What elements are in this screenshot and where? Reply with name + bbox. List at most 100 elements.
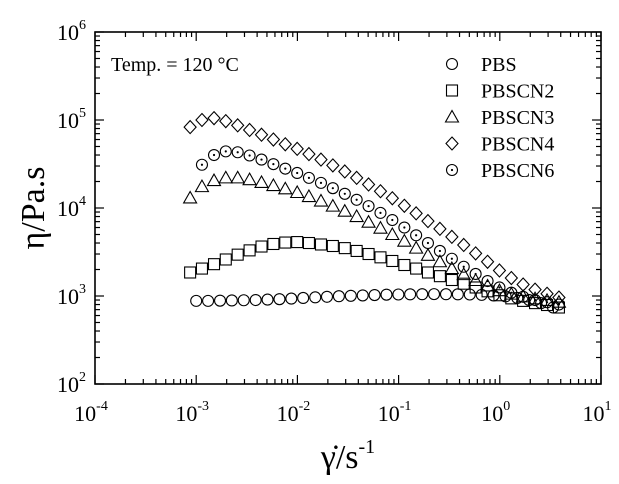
point-pbscn6-ring	[374, 206, 387, 219]
point-pbscn6-dot	[391, 218, 394, 222]
point-pbscn4	[516, 277, 530, 292]
point-pbscn2	[302, 236, 315, 250]
y-tick-base: 10	[57, 372, 79, 397]
point-pbscn4	[540, 286, 554, 302]
y-tick-label: 105	[57, 106, 86, 133]
point-pbs	[261, 293, 274, 306]
point-pbscn2	[279, 236, 292, 249]
point-pbscn6-ring	[350, 193, 363, 206]
y-tick-exponent: 5	[79, 106, 86, 121]
point-pbscn4	[242, 122, 257, 138]
point-pbscn6-dot	[248, 154, 251, 157]
legend-item-pbscn4: PBSCN4	[445, 134, 554, 156]
point-pbscn6-ring	[219, 145, 232, 158]
y-tick-label: 103	[57, 282, 86, 309]
point-pbscn6	[421, 236, 435, 250]
x-tick-base: 10	[481, 401, 503, 426]
point-pbs	[285, 292, 298, 305]
legend-marker-pbscn6-ring	[445, 163, 459, 177]
legend-marker-pbscn6-dot	[450, 168, 454, 172]
point-pbscn2	[457, 277, 470, 290]
legend-label-pbscn3: PBSCN3	[481, 107, 554, 129]
y-tick-exponent: 3	[79, 282, 86, 297]
point-pbscn6	[219, 145, 232, 158]
point-pbs	[237, 294, 250, 307]
point-pbs	[332, 290, 345, 303]
point-pbscn6-dot	[272, 163, 275, 166]
point-pbscn3	[313, 193, 329, 207]
point-pbscn2	[445, 273, 458, 287]
point-pbscn3	[539, 292, 555, 307]
point-pbscn6-dot	[224, 150, 227, 153]
legend-item-pbs: PBS	[445, 54, 517, 76]
temperature-annotation: Temp. = 120 °C	[111, 54, 239, 76]
point-pbscn6	[350, 193, 363, 206]
point-pbscn3	[384, 226, 400, 241]
point-pbscn6-ring	[255, 153, 268, 166]
point-pbscn3	[265, 177, 281, 192]
point-pbscn3	[277, 181, 293, 195]
point-pbscn2	[267, 237, 280, 251]
point-pbscn6-dot	[510, 291, 513, 294]
point-pbscn3	[551, 294, 567, 308]
point-pbscn4	[456, 237, 471, 253]
point-pbs	[273, 293, 286, 306]
series-pbscn4	[183, 110, 566, 305]
point-pbscn6	[398, 221, 411, 234]
point-pbscn6-ring	[386, 213, 399, 227]
point-pbscn6-ring	[279, 162, 292, 175]
point-pbscn6-dot	[403, 226, 406, 229]
point-pbscn6	[362, 200, 375, 213]
x-tick-labels: 10-4 10-3 10-2 10-1 100 101	[74, 399, 611, 426]
data-markers	[182, 110, 567, 314]
x-tick-label: 100	[481, 399, 510, 426]
y-axis-label: η/Pa.s	[15, 167, 52, 250]
point-pbscn3	[468, 272, 484, 287]
point-pbscn6-dot	[462, 265, 465, 268]
point-pbscn6-dot	[557, 303, 561, 306]
y-tick-label: 106	[57, 18, 86, 45]
point-pbscn6-ring	[302, 171, 315, 184]
point-pbscn4	[266, 132, 281, 147]
point-pbs	[404, 288, 417, 301]
point-pbscn4	[433, 221, 447, 237]
point-pbscn3	[218, 170, 234, 184]
point-pbscn6	[481, 274, 494, 288]
point-pbs	[297, 291, 310, 305]
point-pbs	[451, 288, 464, 301]
point-pbscn6	[338, 187, 351, 200]
y-tick-base: 10	[57, 196, 79, 221]
point-pbscn4	[230, 118, 245, 133]
point-pbscn6	[231, 146, 244, 159]
point-pbscn2	[421, 266, 435, 279]
point-pbscn3	[420, 247, 436, 261]
x-axis-label: γ̇/s-1	[320, 436, 375, 476]
point-pbscn2	[469, 281, 482, 294]
y-tick-label: 104	[57, 194, 86, 221]
point-pbscn6-dot	[319, 181, 323, 184]
point-pbscn6-dot	[450, 257, 453, 260]
point-pbscn4	[480, 254, 495, 270]
point-pbscn6-ring	[481, 274, 494, 288]
legend: PBS PBSCN2 PBSCN3 PBSCN4 PBSCN6	[444, 54, 554, 182]
y-tick-exponent: 4	[79, 194, 86, 209]
point-pbscn3	[194, 178, 210, 193]
point-pbscn2	[184, 266, 197, 279]
point-pbscn3	[503, 286, 519, 300]
x-tick-label: 10-1	[378, 399, 412, 426]
point-pbscn6-dot	[438, 249, 442, 253]
point-pbscn3	[492, 283, 507, 297]
point-pbscn6	[433, 244, 446, 258]
point-pbscn6-ring	[195, 158, 209, 171]
point-pbscn6-ring	[421, 236, 435, 250]
legend-marker-pbscn2	[445, 84, 459, 97]
point-pbs	[427, 288, 441, 301]
point-pbscn2	[326, 239, 339, 253]
point-pbscn6-dot	[355, 198, 358, 201]
point-pbscn6	[410, 229, 423, 242]
point-pbscn6-dot	[486, 279, 489, 283]
legend-marker-pbs	[445, 57, 459, 71]
point-pbscn6-dot	[522, 295, 525, 298]
point-pbscn6-dot	[498, 286, 501, 289]
